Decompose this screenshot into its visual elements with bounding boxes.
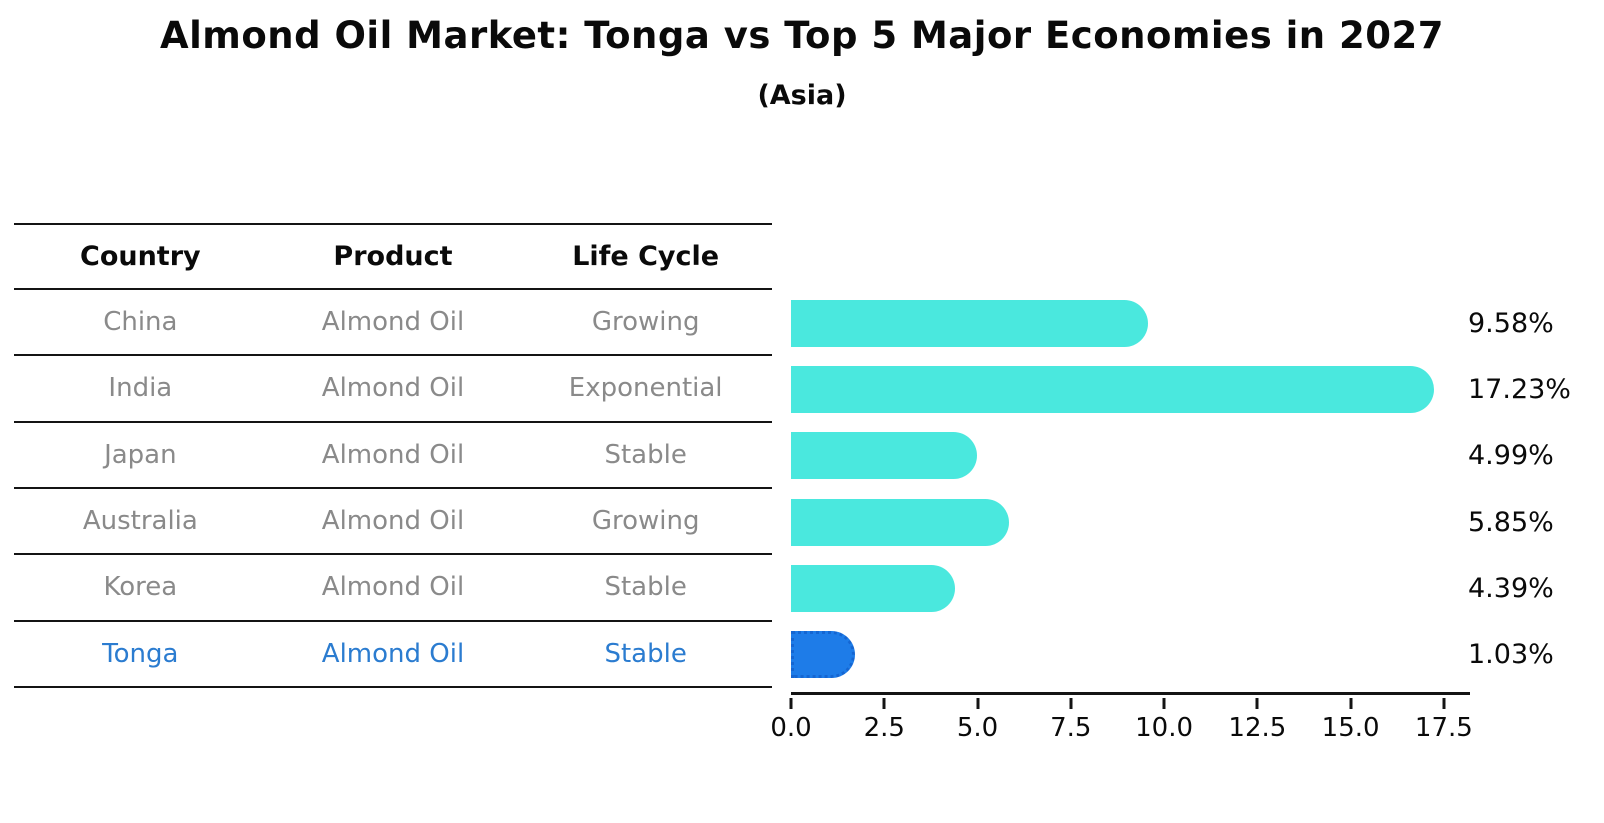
value-label-india: 17.23% bbox=[1468, 373, 1571, 405]
product-cell: Almond Oil bbox=[321, 439, 465, 470]
x-axis-tick bbox=[882, 698, 886, 709]
table-header-row: Country Product Life Cycle bbox=[14, 223, 772, 290]
country-cell: India bbox=[108, 373, 173, 404]
x-axis-tick-label: 10.0 bbox=[1135, 713, 1194, 743]
product-cell: Almond Oil bbox=[321, 506, 465, 537]
x-axis-tick-label: 0.0 bbox=[770, 713, 812, 743]
country-cell: Korea bbox=[103, 572, 178, 603]
value-label-japan: 4.99% bbox=[1468, 440, 1554, 472]
bar-row-japan bbox=[791, 423, 1470, 489]
bar-row-tonga bbox=[791, 622, 1470, 688]
x-axis-tick-label: 2.5 bbox=[863, 713, 905, 743]
table-body: China Almond Oil Growing India Almond Oil Exp… bbox=[14, 290, 772, 688]
x-axis-tick bbox=[789, 698, 793, 709]
table-column-header: Product bbox=[333, 241, 453, 272]
country-cell: Australia bbox=[82, 506, 198, 537]
country-cell: Japan bbox=[104, 439, 177, 470]
value-label-china: 9.58% bbox=[1468, 307, 1554, 339]
x-axis-tick bbox=[1255, 698, 1259, 709]
x-axis-tick bbox=[1069, 698, 1073, 709]
table-row-tonga: Tonga Almond Oil Stable bbox=[14, 622, 772, 688]
product-cell: Almond Oil bbox=[321, 373, 465, 404]
life-cycle-cell: Stable bbox=[604, 439, 687, 470]
value-label-tonga: 1.03% bbox=[1468, 639, 1554, 671]
table-row-china: China Almond Oil Growing bbox=[14, 290, 772, 357]
table-row-japan: Japan Almond Oil Stable bbox=[14, 423, 772, 489]
country-cell: China bbox=[103, 307, 178, 338]
x-axis: 0.0 2.5 5.0 7.5 10.0 12.5 15.0 17.5 bbox=[770, 698, 1473, 768]
value-label-korea: 4.39% bbox=[1468, 572, 1554, 604]
product-cell: Almond Oil bbox=[321, 638, 465, 669]
table-column-header: Country bbox=[80, 241, 201, 272]
x-axis-tick bbox=[1349, 698, 1353, 709]
bar-row-korea bbox=[791, 555, 1470, 621]
country-cell: Tonga bbox=[102, 638, 179, 669]
bar-china bbox=[791, 299, 1149, 347]
chart-title: Almond Oil Market: Tonga vs Top 5 Major … bbox=[159, 14, 1444, 57]
country-table: Country Product Life Cycle China Almond Oil… bbox=[14, 223, 772, 688]
chart-subtitle: (Asia) bbox=[757, 80, 847, 111]
life-cycle-cell: Growing bbox=[591, 307, 700, 338]
table-row-india: India Almond Oil Exponential bbox=[14, 356, 772, 423]
value-label-australia: 5.85% bbox=[1468, 506, 1554, 538]
life-cycle-cell: Exponential bbox=[568, 373, 723, 404]
table-row-korea: Korea Almond Oil Stable bbox=[14, 555, 772, 622]
x-axis-tick bbox=[976, 698, 980, 709]
bar-india bbox=[791, 365, 1434, 413]
product-cell: Almond Oil bbox=[321, 307, 465, 338]
x-axis-tick bbox=[1162, 698, 1166, 709]
x-axis-tick-label: 5.0 bbox=[956, 713, 999, 743]
table-column-header: Life Cycle bbox=[572, 241, 720, 272]
x-axis-tick bbox=[1442, 698, 1446, 709]
bar-australia bbox=[791, 498, 1010, 546]
bar-tonga bbox=[791, 631, 855, 679]
bar-korea bbox=[791, 564, 955, 612]
x-axis-tick-label: 17.5 bbox=[1414, 713, 1473, 743]
x-axis-tick-label: 15.0 bbox=[1321, 713, 1380, 743]
x-axis-tick-label: 7.5 bbox=[1050, 713, 1092, 743]
bar-plot-area bbox=[791, 290, 1470, 695]
life-cycle-cell: Stable bbox=[604, 572, 687, 603]
bar-row-china bbox=[791, 290, 1470, 356]
table-row-australia: Australia Almond Oil Growing bbox=[14, 489, 772, 556]
bar-row-india bbox=[791, 356, 1470, 422]
life-cycle-cell: Stable bbox=[604, 638, 687, 669]
life-cycle-cell: Growing bbox=[591, 506, 700, 537]
bar-japan bbox=[791, 432, 978, 480]
product-cell: Almond Oil bbox=[321, 572, 465, 603]
value-label-column: 9.58% 17.23% 4.99% 5.85% 4.39% 1.03% bbox=[1468, 290, 1604, 688]
x-axis-tick-label: 12.5 bbox=[1228, 713, 1287, 743]
bar-row-australia bbox=[791, 489, 1470, 555]
